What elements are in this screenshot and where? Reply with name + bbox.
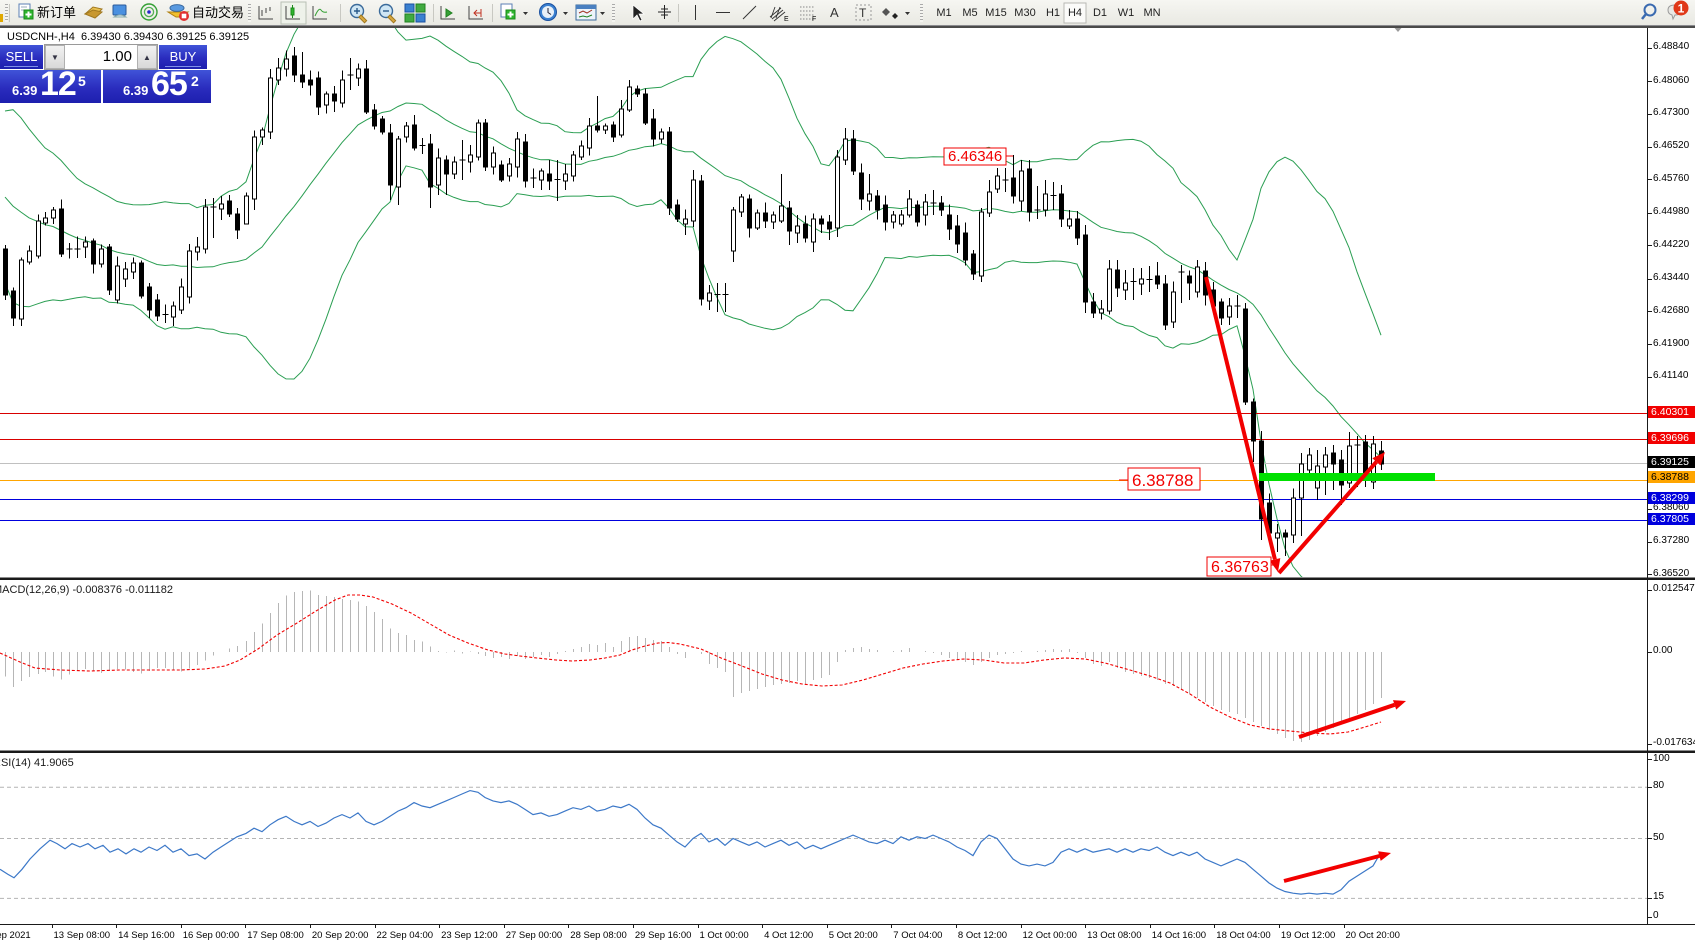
svg-text:M30: M30: [1014, 7, 1035, 19]
svg-text:E: E: [784, 16, 789, 23]
svg-text:6.36763: 6.36763: [1211, 559, 1269, 576]
svg-text:M1: M1: [936, 7, 951, 19]
svg-text:自动交易: 自动交易: [192, 5, 244, 20]
svg-text:D1: D1: [1093, 7, 1107, 19]
svg-text:M5: M5: [962, 7, 977, 19]
svg-text:H1: H1: [1046, 7, 1060, 19]
svg-text:W1: W1: [1118, 7, 1135, 19]
svg-text:新订单: 新订单: [37, 5, 76, 20]
svg-text:H4: H4: [1068, 7, 1082, 19]
svg-text:T: T: [859, 6, 867, 20]
svg-text:A: A: [830, 5, 839, 20]
svg-text:MN: MN: [1143, 7, 1160, 19]
svg-text:6.46346: 6.46346: [948, 148, 1002, 165]
svg-text:1: 1: [1678, 2, 1685, 16]
svg-text:M15: M15: [985, 7, 1006, 19]
svg-text:6.38788: 6.38788: [1132, 471, 1193, 490]
svg-text:F: F: [812, 16, 816, 23]
